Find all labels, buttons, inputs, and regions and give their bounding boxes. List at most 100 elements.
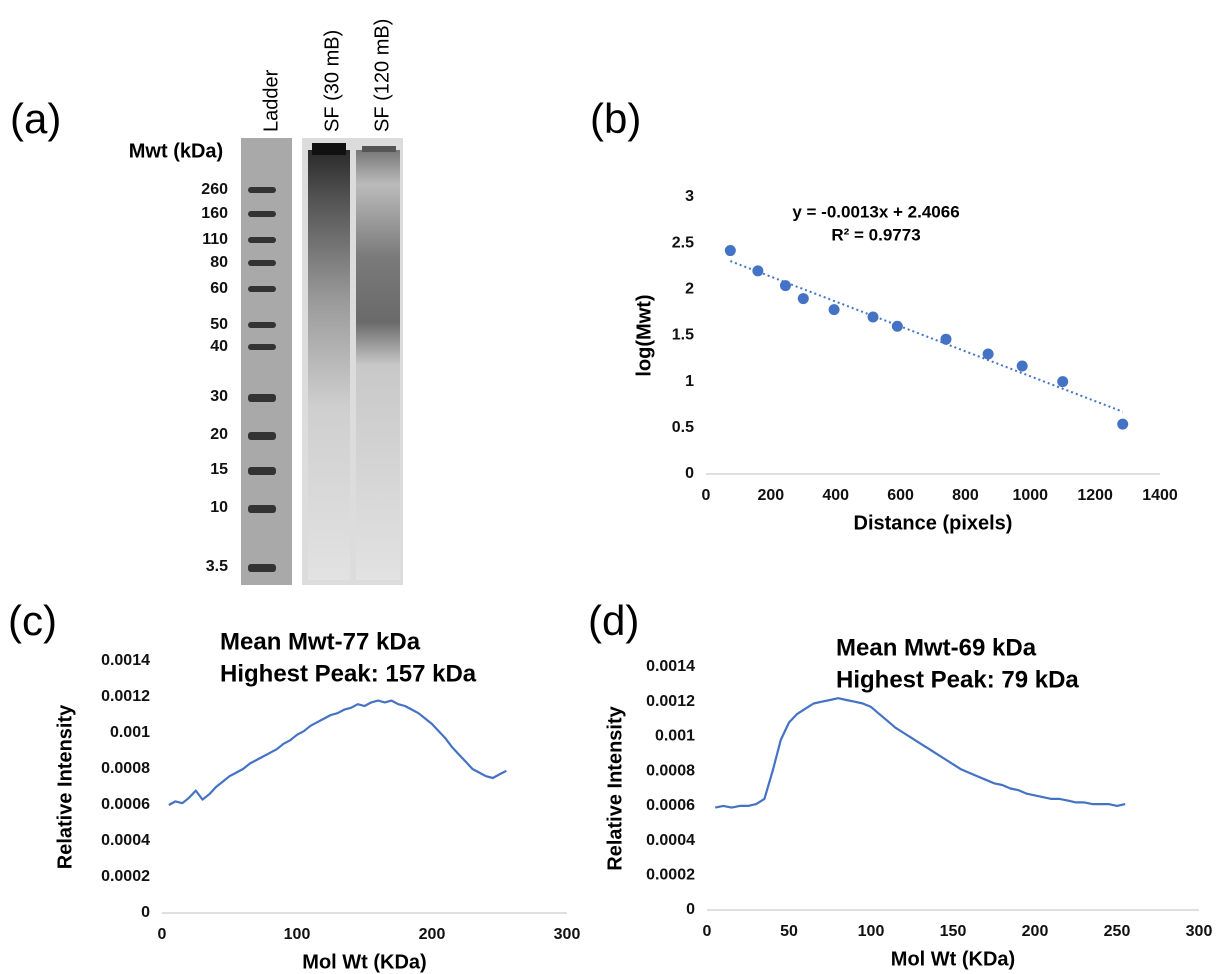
y-tick-label: 0.0004 (101, 832, 150, 849)
ladder-band (248, 467, 276, 475)
panel-label: (c) (8, 597, 57, 644)
y-tick-label: 0.0002 (646, 867, 695, 884)
point (797, 293, 809, 305)
x-tick-label: 0 (703, 923, 712, 940)
point (1057, 376, 1069, 388)
ladder-band (248, 187, 276, 193)
x-tick-label: 300 (554, 926, 581, 943)
x-tick-label: 1000 (1012, 487, 1048, 504)
point (867, 311, 879, 323)
ladder-band (248, 344, 276, 350)
trendline (729, 260, 1124, 413)
ladder-band (248, 394, 276, 402)
panel-label: (a) (10, 95, 61, 142)
panel-label: (b) (590, 95, 641, 142)
x-tick-label: 600 (887, 487, 914, 504)
ladder-label: 30 (210, 388, 228, 405)
x-axis-label: Mol Wt (KDa) (302, 951, 426, 973)
ladder-band (248, 286, 276, 292)
lane-label: Ladder (260, 69, 282, 132)
point (724, 245, 736, 257)
x-tick-label: 200 (419, 926, 446, 943)
annotation: y = -0.0013x + 2.4066 (792, 202, 959, 221)
y-tick-label: 0.0012 (646, 693, 695, 710)
x-tick-label: 0 (702, 487, 711, 504)
ladder-band (248, 211, 276, 217)
y-tick-label: 0.0004 (646, 832, 695, 849)
panel-label: (d) (588, 597, 639, 644)
ladder-label: 3.5 (206, 558, 228, 575)
lane-label: SF (30 mB) (321, 30, 343, 132)
x-tick-label: 800 (952, 487, 979, 504)
y-tick-label: 1 (685, 373, 694, 390)
y-tick-label: 3 (685, 188, 694, 205)
y-tick-label: 0.0014 (101, 652, 150, 669)
ladder-label: 50 (210, 316, 228, 333)
x-tick-label: 0 (158, 926, 167, 943)
x-axis-label: Distance (pixels) (854, 512, 1013, 534)
ladder-label: 20 (210, 426, 228, 443)
x-tick-label: 400 (822, 487, 849, 504)
point (982, 348, 994, 360)
point (752, 265, 764, 277)
y-tick-label: 0.0006 (646, 797, 695, 814)
ladder-label: 10 (210, 499, 228, 516)
well (362, 146, 396, 152)
x-tick-label: 100 (858, 923, 885, 940)
data-line (714, 697, 1126, 809)
mw-label: Mwt (kDa) (129, 140, 223, 162)
point (779, 280, 791, 292)
ladder-label: 60 (210, 280, 228, 297)
annotation: R² = 0.9773 (831, 225, 920, 244)
point (1117, 418, 1129, 430)
x-tick-label: 100 (284, 926, 311, 943)
x-tick-label: 250 (1104, 923, 1131, 940)
y-tick-label: 2.5 (672, 234, 694, 251)
ladder-label: 15 (210, 461, 228, 478)
x-tick-label: 50 (780, 923, 798, 940)
y-tick-label: 0.0006 (101, 796, 150, 813)
ladder-lane (241, 138, 292, 585)
y-tick-label: 0.001 (110, 724, 150, 741)
lane-smear (308, 150, 350, 580)
chart-subtitle: Highest Peak: 157 kDa (220, 660, 477, 687)
lane-smear (356, 150, 400, 580)
y-tick-label: 1.5 (672, 327, 694, 344)
y-tick-label: 0.5 (672, 419, 694, 436)
y-axis-label: Relative Intensity (604, 705, 626, 870)
x-tick-label: 150 (940, 923, 967, 940)
y-axis-label: log(Mwt) (633, 294, 655, 376)
data-line (168, 699, 507, 806)
ladder-label: 80 (210, 254, 228, 271)
ladder-band (248, 237, 276, 243)
y-tick-label: 0.0014 (646, 658, 695, 675)
ladder-band (248, 432, 276, 440)
ladder-band (248, 322, 276, 328)
chart-subtitle: Highest Peak: 79 kDa (836, 666, 1079, 693)
point (828, 304, 840, 316)
ladder-band (248, 505, 276, 513)
ladder-band (248, 564, 276, 572)
y-tick-label: 0.001 (655, 728, 695, 745)
y-tick-label: 0.0012 (101, 688, 150, 705)
y-tick-label: 0.0008 (101, 760, 150, 777)
x-tick-label: 1200 (1077, 487, 1113, 504)
y-tick-label: 2 (685, 281, 694, 298)
x-tick-label: 300 (1186, 923, 1213, 940)
y-tick-label: 0.0002 (101, 868, 150, 885)
point (891, 320, 903, 332)
ladder-label: 40 (210, 338, 228, 355)
ladder-label: 160 (201, 205, 228, 222)
y-tick-label: 0 (685, 465, 694, 482)
x-tick-label: 200 (758, 487, 785, 504)
x-tick-label: 200 (1022, 923, 1049, 940)
chart-title: Mean Mwt-69 kDa (836, 634, 1037, 661)
x-tick-label: 1400 (1142, 487, 1178, 504)
point (1016, 360, 1028, 372)
gel-panel: (a) Mwt (kDa) Ladder SF (30 mB) SF (120 … (10, 19, 403, 585)
ladder-label: 110 (202, 231, 228, 248)
ladder-label: 260 (201, 181, 228, 198)
y-tick-label: 0 (686, 901, 695, 918)
x-axis-label: Mol Wt (KDa) (891, 948, 1015, 970)
